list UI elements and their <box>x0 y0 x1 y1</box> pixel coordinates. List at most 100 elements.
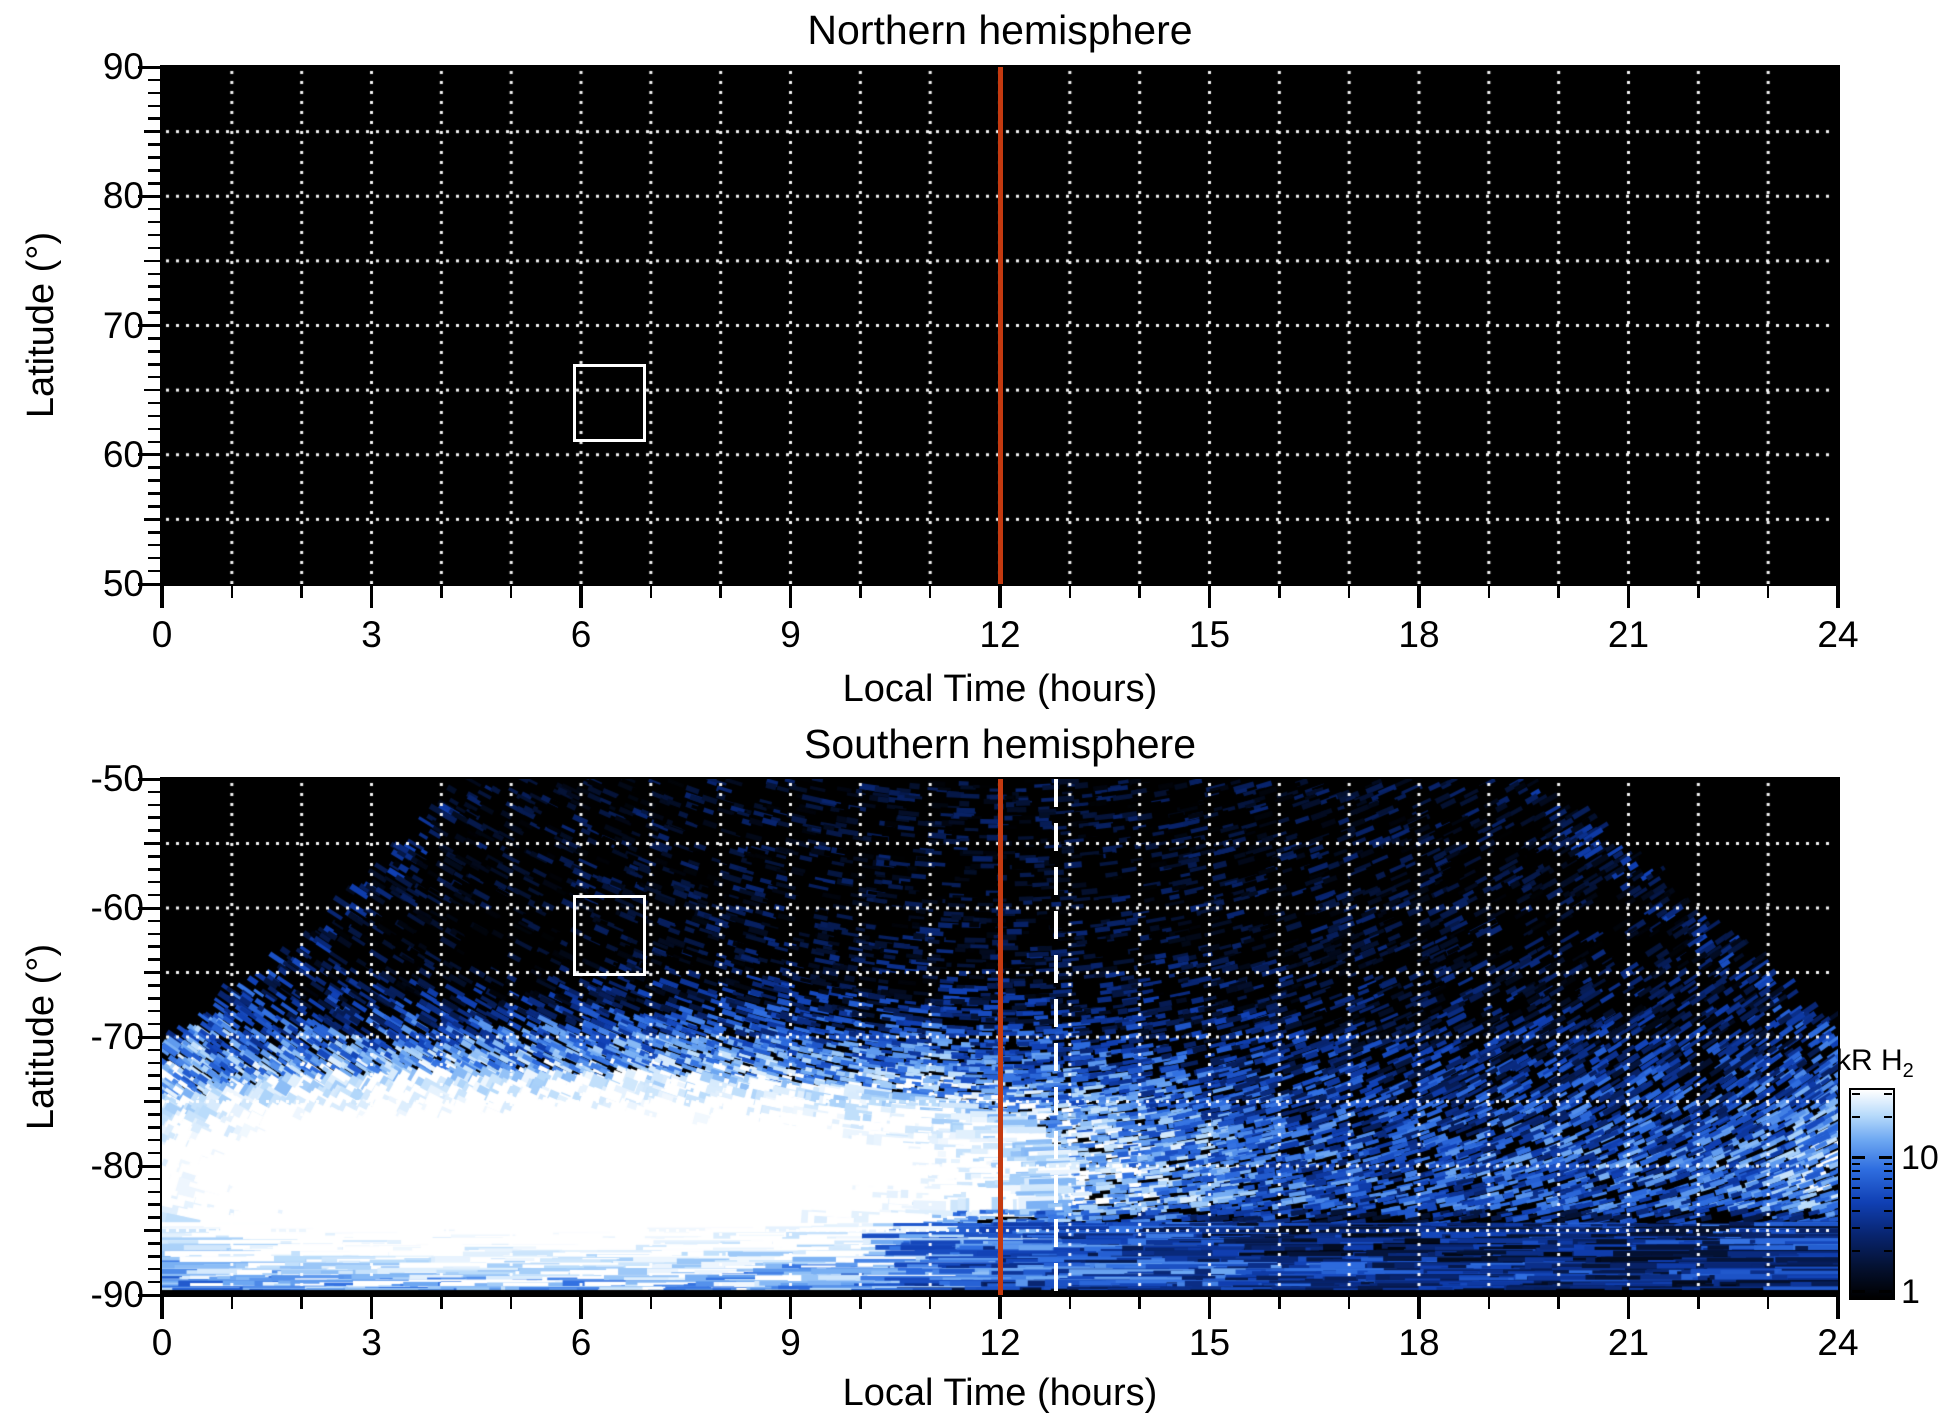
y-tick-mark <box>148 816 160 819</box>
y-tick-mark <box>148 569 160 573</box>
dashed-reference-line-south <box>1053 779 1059 1295</box>
x-tick-mark <box>1068 1297 1072 1309</box>
y-tick-mark <box>148 440 160 444</box>
y-tick-mark <box>148 233 160 237</box>
y-tick-mark <box>148 1087 160 1090</box>
y-tick-mark <box>144 388 160 392</box>
x-tick-mark <box>1417 586 1421 608</box>
x-tick-label: 9 <box>780 614 801 655</box>
x-tick-mark <box>719 1297 722 1309</box>
x-tick-mark <box>300 586 303 598</box>
x-tick-label: 9 <box>780 1322 801 1363</box>
x-tick-mark <box>440 586 443 598</box>
y-tick-mark <box>148 1190 160 1194</box>
x-tick-label: 24 <box>1817 1322 1859 1363</box>
y-tick-label: -50 <box>90 758 144 799</box>
x-tick-mark <box>1766 586 1770 598</box>
x-tick-mark <box>859 586 862 598</box>
y-tick-mark <box>148 1074 160 1077</box>
y-tick-mark <box>144 1100 160 1103</box>
noon-meridian-line-south <box>997 779 1003 1295</box>
x-tick-label: 6 <box>570 1322 592 1363</box>
x-tick-label: 18 <box>1398 1322 1440 1363</box>
y-tick-mark <box>148 1048 160 1052</box>
x-tick-mark <box>579 1297 583 1319</box>
x-tick-mark <box>369 586 374 608</box>
y-tick-mark <box>148 182 160 185</box>
y-tick-mark <box>138 194 160 198</box>
x-tick-mark <box>1347 1297 1351 1309</box>
y-tick-mark <box>144 259 160 263</box>
x-tick-mark <box>1487 586 1491 598</box>
x-tick-mark <box>440 1297 443 1309</box>
y-tick-mark <box>148 156 160 159</box>
y-tick-label: -60 <box>90 887 144 928</box>
y-tick-mark <box>148 414 160 418</box>
colorbar-major-tick <box>1852 1290 1865 1294</box>
x-tick-mark <box>1347 586 1351 598</box>
x-tick-mark <box>1626 586 1631 608</box>
x-tick-mark <box>1207 586 1212 608</box>
y-tick-mark <box>148 1151 160 1155</box>
y-tick-label: 60 <box>102 433 144 475</box>
y-tick-mark <box>148 1242 160 1245</box>
y-tick-mark <box>148 91 160 95</box>
colorbar-major-tick <box>1879 1290 1892 1294</box>
x-tick-label: 21 <box>1607 614 1650 655</box>
y-tick-mark <box>148 919 160 923</box>
x-tick-mark <box>160 586 164 608</box>
y-tick-mark <box>148 375 160 379</box>
y-tick-mark <box>148 505 160 508</box>
north-panel-title: Northern hemisphere <box>807 7 1193 53</box>
x-tick-label: 15 <box>1188 1322 1231 1363</box>
y-tick-mark <box>148 1255 160 1258</box>
colorbar-minor-tick <box>1852 1226 1860 1229</box>
y-tick-mark <box>148 945 160 948</box>
y-tick-mark <box>148 543 160 547</box>
y-tick-mark <box>144 518 160 521</box>
y-tick-mark <box>138 453 160 457</box>
x-tick-mark <box>160 1297 164 1319</box>
x-tick-mark <box>579 586 583 608</box>
colorbar <box>1849 1088 1895 1300</box>
y-tick-mark <box>148 984 160 987</box>
x-tick-label: 0 <box>151 614 173 655</box>
y-tick-mark <box>138 1164 160 1168</box>
selection-box-north <box>572 364 646 442</box>
colorbar-minor-tick <box>1852 1186 1860 1189</box>
y-tick-mark <box>148 855 160 858</box>
y-tick-mark <box>148 1203 160 1206</box>
colorbar-minor-tick <box>1852 1116 1860 1119</box>
x-tick-label: 21 <box>1607 1322 1650 1363</box>
y-tick-mark <box>148 997 160 1000</box>
x-tick-mark <box>998 1297 1002 1319</box>
colorbar-minor-tick <box>1852 1092 1860 1095</box>
y-tick-mark <box>148 298 160 301</box>
x-tick-mark <box>1487 1297 1491 1309</box>
y-tick-mark <box>138 324 160 327</box>
colorbar-minor-tick <box>1884 1116 1892 1119</box>
x-tick-label: 15 <box>1188 614 1231 655</box>
y-tick-mark <box>148 790 160 794</box>
south-x-axis-label: Local Time (hours) <box>842 1372 1158 1414</box>
north-x-axis-label: Local Time (hours) <box>842 668 1158 710</box>
y-tick-mark <box>148 556 160 560</box>
colorbar-minor-tick <box>1884 1197 1892 1200</box>
y-tick-mark <box>138 582 160 586</box>
y-tick-mark <box>148 466 160 469</box>
y-tick-mark <box>148 531 160 534</box>
y-tick-mark <box>148 932 160 936</box>
colorbar-label: kR H2 <box>1836 1044 1914 1083</box>
colorbar-major-tick <box>1852 1156 1865 1160</box>
y-tick-mark <box>148 868 160 871</box>
y-tick-mark <box>148 207 160 211</box>
x-tick-mark <box>1836 1297 1840 1319</box>
colorbar-label-text: kR H <box>1836 1044 1903 1077</box>
y-tick-mark <box>148 1022 160 1026</box>
y-tick-mark <box>148 143 160 146</box>
y-tick-label: 50 <box>102 563 144 604</box>
y-tick-label: -80 <box>90 1145 144 1186</box>
y-tick-mark <box>148 1267 160 1271</box>
y-tick-mark <box>148 958 160 961</box>
colorbar-minor-tick <box>1852 1197 1860 1200</box>
